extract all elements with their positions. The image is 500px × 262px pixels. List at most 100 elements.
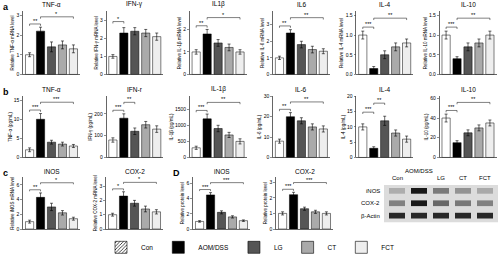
svg-text:*: *: [55, 11, 58, 17]
svg-text:2: 2: [187, 211, 190, 217]
svg-text:iNOS: iNOS: [44, 168, 60, 175]
svg-text:6: 6: [17, 182, 20, 188]
svg-text:0: 0: [183, 71, 186, 77]
svg-text:Relative IL-4 mRNA level: Relative IL-4 mRNA level: [339, 18, 344, 68]
svg-text:10: 10: [264, 134, 270, 140]
svg-text:2: 2: [183, 26, 186, 32]
svg-text:IL-10: IL-10: [461, 86, 476, 93]
svg-text:0: 0: [100, 154, 103, 160]
svg-text:**: **: [304, 12, 309, 18]
svg-text:***: ***: [365, 21, 372, 27]
svg-text:***: ***: [53, 96, 60, 102]
svg-text:5: 5: [350, 139, 353, 145]
svg-text:3: 3: [17, 12, 20, 18]
svg-text:2: 2: [17, 32, 20, 38]
svg-text:IFN-r: IFN-r: [127, 86, 143, 93]
svg-text:1: 1: [183, 49, 186, 55]
svg-text:CT: CT: [328, 244, 337, 251]
svg-text:***: ***: [365, 106, 372, 112]
svg-text:1.5: 1.5: [346, 12, 353, 18]
svg-text:1: 1: [270, 210, 273, 216]
svg-text:*: *: [138, 176, 141, 182]
svg-text:1.5: 1.5: [429, 12, 436, 18]
svg-text:**: **: [282, 20, 287, 26]
svg-text:a: a: [3, 2, 9, 12]
svg-text:0: 0: [270, 226, 273, 232]
svg-text:Relative iNOS mRNA level: Relative iNOS mRNA level: [10, 177, 15, 230]
svg-text:***: ***: [448, 21, 455, 27]
svg-text:200: 200: [94, 111, 103, 117]
svg-text:20: 20: [347, 93, 353, 99]
svg-text:2: 2: [267, 38, 270, 44]
svg-text:3: 3: [100, 17, 103, 23]
svg-text:CT: CT: [459, 175, 467, 181]
svg-text:COX-2: COX-2: [295, 168, 315, 175]
svg-text:***: ***: [32, 104, 39, 110]
svg-text:TNF-α (pg/mL): TNF-α (pg/mL): [8, 112, 13, 142]
svg-text:TNF-α: TNF-α: [42, 86, 61, 93]
svg-text:Relative protein level: Relative protein level: [180, 182, 185, 224]
svg-text:LG: LG: [274, 244, 283, 251]
svg-text:LG: LG: [437, 175, 445, 181]
svg-text:IL-4: IL-4: [379, 86, 391, 93]
svg-text:1: 1: [267, 55, 270, 61]
svg-text:10: 10: [347, 124, 353, 130]
svg-text:3: 3: [100, 183, 103, 189]
svg-text:1.0: 1.0: [346, 32, 353, 38]
svg-text:Relative IL-1β mRNA level: Relative IL-1β mRNA level: [177, 17, 182, 70]
svg-text:1.0: 1.0: [429, 32, 436, 38]
svg-text:4: 4: [187, 195, 190, 201]
svg-text:1500: 1500: [175, 106, 186, 112]
svg-text:3: 3: [270, 179, 273, 185]
svg-text:15: 15: [347, 108, 353, 114]
svg-text:*: *: [222, 12, 225, 18]
svg-text:**: **: [388, 12, 393, 18]
svg-text:***: ***: [198, 104, 205, 110]
svg-text:0: 0: [267, 154, 270, 160]
svg-text:0: 0: [17, 71, 20, 77]
svg-text:*: *: [55, 177, 58, 183]
svg-text:Relative IL-6 mRNA level: Relative IL-6 mRNA level: [260, 18, 265, 68]
svg-text:*: *: [117, 183, 120, 189]
svg-text:TNF-α: TNF-α: [42, 1, 61, 8]
svg-text:β-Actin: β-Actin: [361, 213, 380, 219]
svg-text:2: 2: [270, 195, 273, 201]
svg-text:0: 0: [100, 71, 103, 77]
svg-text:IL-1β: IL-1β: [211, 85, 226, 93]
svg-text:**: **: [471, 96, 476, 102]
svg-text:**: **: [471, 12, 476, 18]
svg-text:IL6: IL6: [297, 1, 306, 8]
svg-text:Relative IFN-γ mRNA level: Relative IFN-γ mRNA level: [94, 16, 99, 69]
svg-text:60: 60: [430, 95, 436, 101]
svg-text:**: **: [33, 184, 38, 190]
svg-text:0: 0: [100, 226, 103, 232]
svg-text:IL-10: IL-10: [461, 1, 476, 8]
svg-text:2: 2: [100, 197, 103, 203]
svg-text:0.0: 0.0: [346, 71, 353, 77]
svg-text:20: 20: [264, 113, 270, 119]
svg-text:iNOS: iNOS: [214, 168, 230, 175]
svg-text:***: ***: [285, 183, 292, 189]
svg-text:6: 6: [187, 180, 190, 186]
svg-text:***: ***: [448, 104, 455, 110]
svg-text:IL-4: IL-4: [379, 1, 391, 8]
svg-text:IFN-γ: IFN-γ: [126, 0, 143, 8]
svg-text:IL1β: IL1β: [212, 0, 225, 8]
svg-text:FCT: FCT: [381, 244, 394, 251]
svg-text:IL-10 (pg/mL): IL-10 (pg/mL): [424, 113, 429, 141]
svg-text:0: 0: [17, 154, 20, 160]
svg-text:0: 0: [267, 71, 270, 77]
svg-text:IL-4 (pg/mL): IL-4 (pg/mL): [341, 114, 346, 139]
svg-text:1000: 1000: [175, 122, 186, 128]
svg-text:Relative COX-2 mRNA level: Relative COX-2 mRNA level: [93, 175, 98, 231]
svg-text:iNOS: iNOS: [366, 188, 380, 194]
svg-text:IFN-γ (pg/mL): IFN-γ (pg/mL): [88, 113, 93, 141]
svg-text:0: 0: [187, 226, 190, 232]
svg-text:40: 40: [430, 115, 436, 121]
svg-text:1: 1: [100, 53, 103, 59]
svg-text:100: 100: [94, 132, 103, 138]
svg-text:500: 500: [178, 138, 187, 144]
svg-text:AOM/DSS: AOM/DSS: [405, 168, 433, 174]
svg-text:10: 10: [14, 116, 20, 122]
svg-text:1: 1: [100, 211, 103, 217]
